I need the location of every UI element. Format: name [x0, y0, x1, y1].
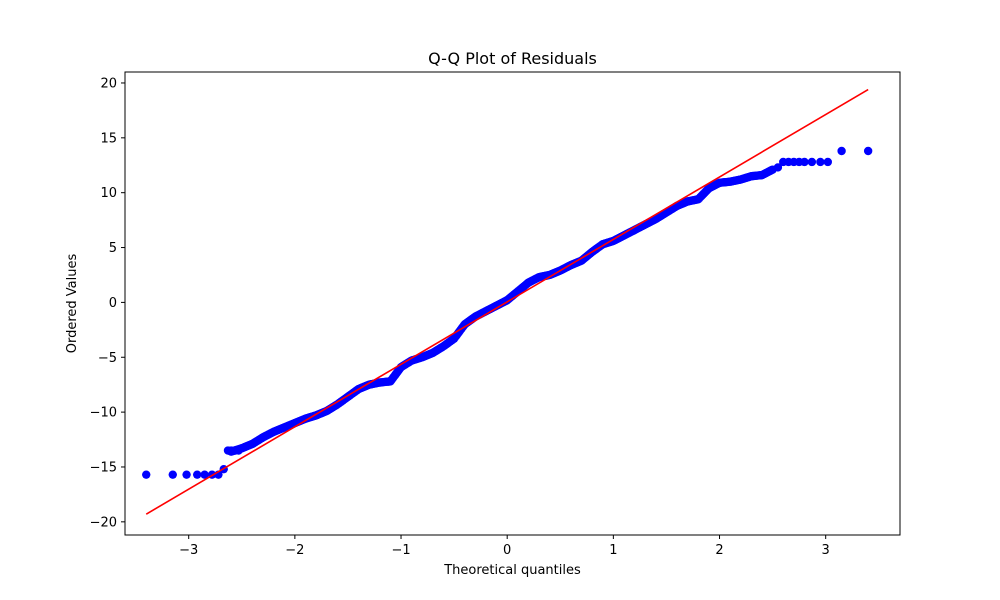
data-point	[200, 470, 209, 479]
x-tick-label: −3	[179, 543, 198, 558]
y-axis-ticks: −20 −15 −10 −5 0 5 10 15 20	[90, 76, 125, 530]
y-tick-label: 0	[109, 296, 117, 311]
data-point	[837, 146, 846, 156]
y-tick-label: −10	[90, 406, 117, 421]
plot-area	[125, 72, 900, 535]
chart-title: Q-Q Plot of Residuals	[428, 49, 597, 68]
data-point	[800, 157, 809, 167]
y-tick-label: 10	[100, 186, 117, 201]
y-tick-label: 15	[100, 131, 117, 146]
y-tick-label: −5	[98, 351, 117, 366]
data-point	[816, 157, 825, 167]
data-point	[182, 470, 191, 479]
data-point	[142, 470, 151, 479]
data-point	[773, 163, 783, 172]
y-tick-label: −20	[90, 515, 117, 530]
x-axis-label: Theoretical quantiles	[443, 563, 581, 578]
x-tick-label: 0	[503, 543, 511, 558]
x-tick-label: 3	[822, 543, 830, 558]
y-axis-label: Ordered Values	[65, 254, 80, 354]
data-point	[823, 157, 833, 167]
x-tick-label: 1	[609, 543, 617, 558]
plot-frame	[124, 71, 901, 536]
data-point	[807, 157, 817, 167]
data-point	[192, 470, 202, 479]
y-tick-label: 5	[109, 241, 117, 256]
y-tick-label: −15	[90, 460, 117, 475]
fit-line-layer	[145, 88, 869, 515]
x-axis-ticks: −3 −2 −1 0 1 2 3	[179, 535, 830, 558]
x-tick-label: 2	[715, 543, 723, 558]
data-point	[168, 470, 177, 479]
data-point	[237, 444, 246, 453]
y-tick-label: 20	[100, 76, 117, 91]
fit-line	[145, 88, 869, 515]
x-tick-label: −1	[391, 543, 410, 558]
data-point	[863, 146, 873, 156]
x-tick-label: −2	[285, 543, 304, 558]
